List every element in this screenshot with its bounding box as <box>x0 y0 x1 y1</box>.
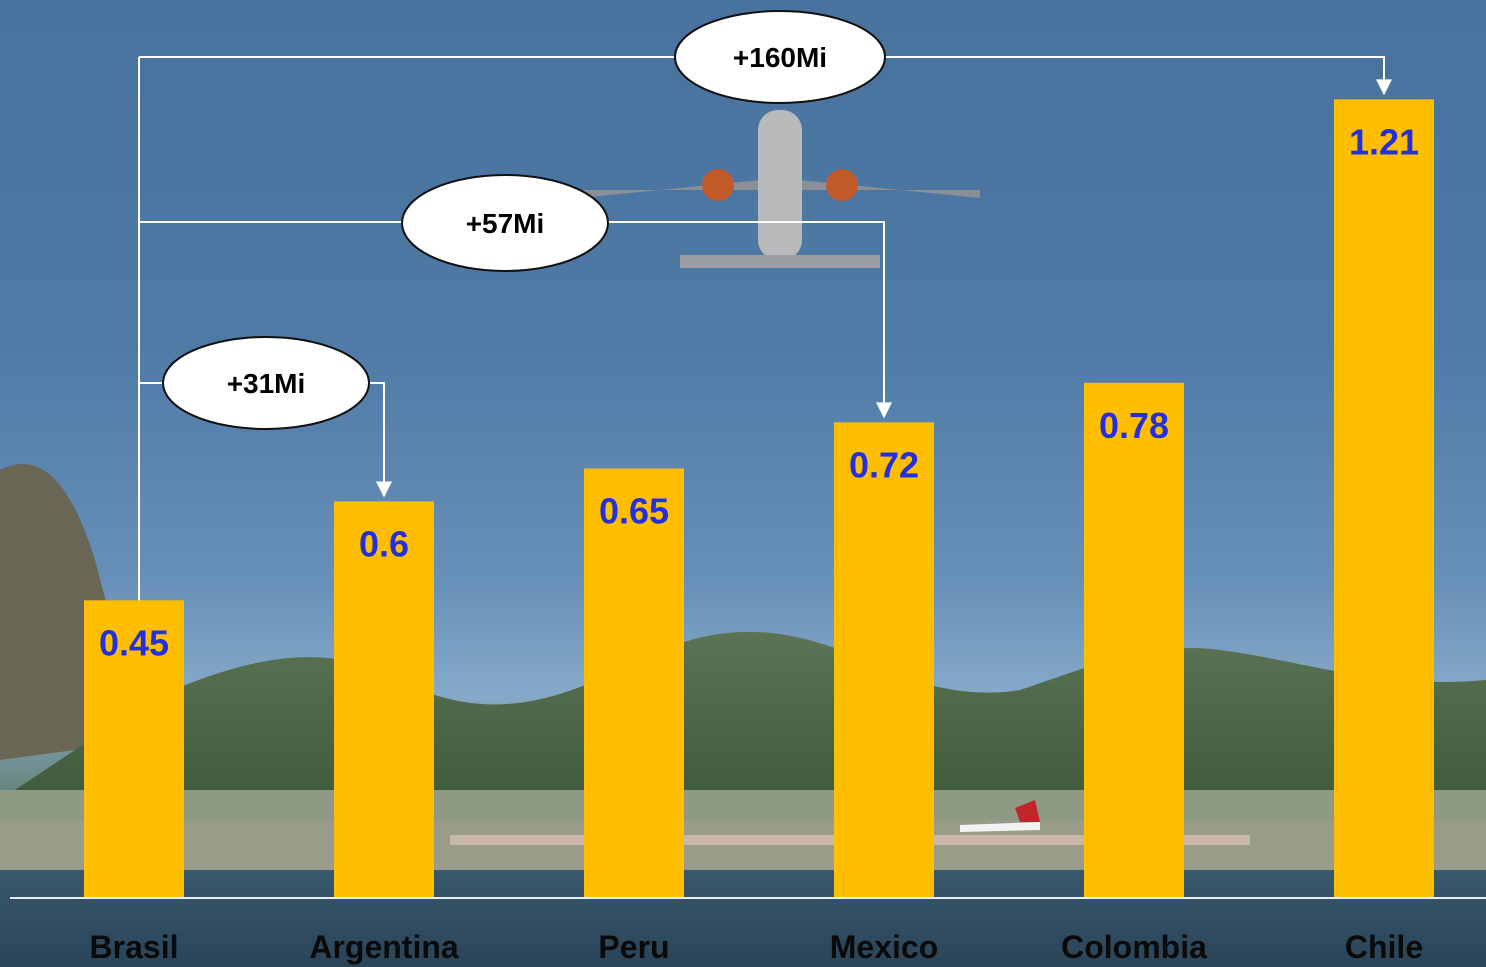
annotation-bubble <box>162 336 370 430</box>
bar-argentina <box>334 501 434 897</box>
category-label: Brasil <box>90 929 179 965</box>
category-label: Peru <box>598 929 669 965</box>
bar-value-label: 1.21 <box>1349 121 1419 162</box>
category-label: Mexico <box>830 929 938 965</box>
bar-mexico <box>834 422 934 897</box>
connector-line <box>139 56 1385 84</box>
bar-value-label: 0.45 <box>99 622 169 663</box>
arrow-head-icon <box>876 402 892 419</box>
connector-line <box>139 221 885 407</box>
bar-value-label: 0.65 <box>599 491 669 532</box>
arrow-head-icon <box>376 481 392 498</box>
bar-peru <box>584 468 684 897</box>
bar-colombia <box>1084 382 1184 897</box>
annotation-bubble <box>401 174 609 272</box>
category-label: Chile <box>1345 929 1423 965</box>
bar-value-label: 0.6 <box>359 523 409 564</box>
annotation-label: +160Mi <box>733 42 827 73</box>
bar-chile <box>1334 99 1434 898</box>
annotation-label: +31Mi <box>227 368 306 399</box>
bar-value-label: 0.78 <box>1099 405 1169 446</box>
bar-brasil <box>84 600 184 897</box>
category-label: Colombia <box>1061 929 1207 965</box>
annotation-bubble <box>674 10 886 104</box>
annotation-label: +57Mi <box>466 208 545 239</box>
category-label: Argentina <box>309 929 459 965</box>
arrow-head-icon <box>1376 79 1392 96</box>
bar-value-label: 0.72 <box>849 444 919 485</box>
